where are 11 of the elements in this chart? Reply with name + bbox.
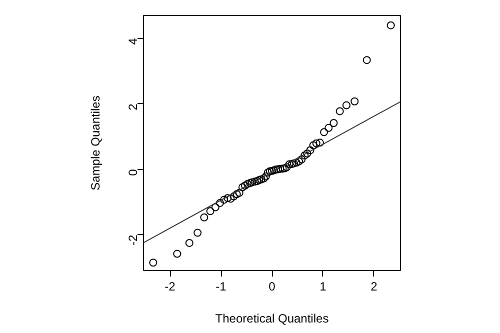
x-tick-label: 0 [268,280,276,294]
y-axis-title: Sample Quantiles [88,96,102,190]
x-tick-label: -2 [164,280,176,294]
x-tick-label: -1 [216,280,227,294]
x-tick-label: 2 [370,280,378,294]
x-tick-label: 1 [320,280,327,294]
y-tick-label: 0 [126,168,140,176]
y-tick-label: -2 [126,234,140,246]
y-tick-label: 4 [126,38,140,45]
y-tick-label: 2 [126,103,140,110]
x-axis-title: Theoretical Quantiles [215,312,329,326]
